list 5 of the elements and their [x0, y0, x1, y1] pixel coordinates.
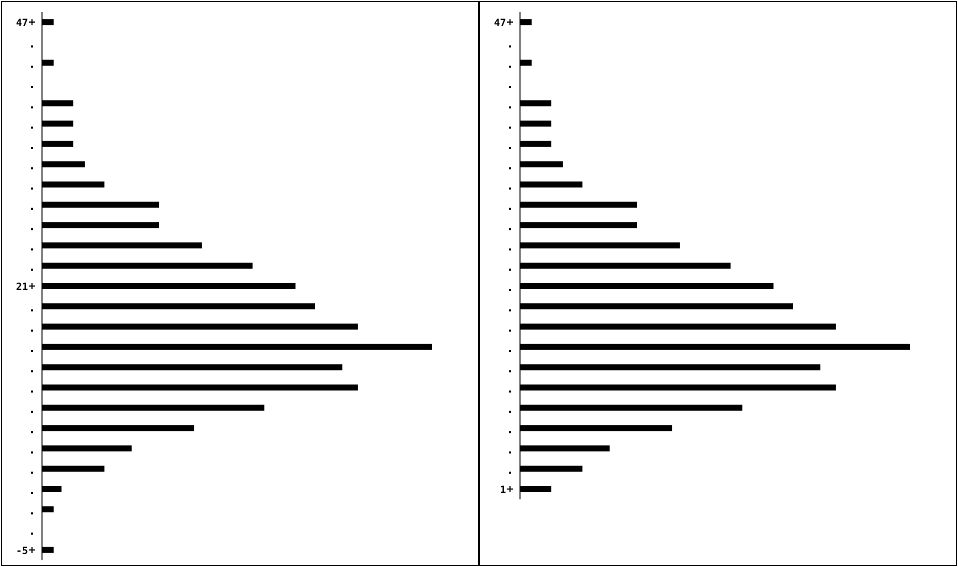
- y-tick-label: 47: [494, 18, 506, 30]
- y-tick-label: 1: [500, 485, 506, 496]
- y-tick-label: 47: [16, 18, 28, 30]
- y-tick-label: -5: [16, 546, 28, 557]
- y-tick-label: 21: [16, 282, 28, 294]
